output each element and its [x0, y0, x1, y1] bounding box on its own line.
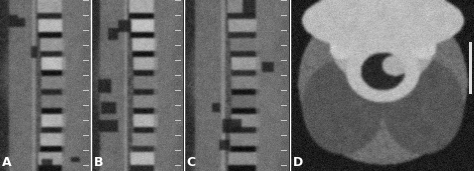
Text: A: A: [2, 156, 12, 169]
Text: D: D: [292, 156, 303, 169]
Text: B: B: [93, 156, 103, 169]
Text: C: C: [187, 156, 196, 169]
